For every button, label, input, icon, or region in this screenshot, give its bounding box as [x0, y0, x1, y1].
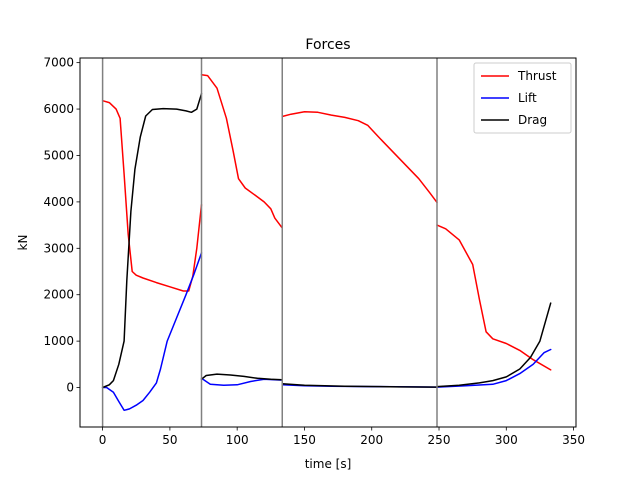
y-tick-label: 6000 [43, 102, 74, 116]
y-tick-label: 3000 [43, 241, 74, 255]
legend-label-drag: Drag [518, 113, 547, 127]
y-axis-ticks: 0 1000 2000 3000 4000 5000 6000 7000 [43, 56, 80, 395]
series-line-drag-segment-4 [436, 302, 552, 388]
series-line-lift-segment-1 [101, 252, 203, 412]
x-tick-label: 250 [428, 433, 451, 447]
series-line-drag-segment-3 [281, 383, 438, 388]
x-tick-label: 100 [226, 433, 249, 447]
series-line-thrust-segment-4 [436, 224, 552, 371]
x-axis-label: time [s] [305, 457, 352, 471]
y-tick-label: 4000 [43, 195, 74, 209]
x-tick-label: 300 [495, 433, 518, 447]
x-tick-label: 150 [293, 433, 316, 447]
y-tick-label: 1000 [43, 334, 74, 348]
x-tick-label: 350 [562, 433, 585, 447]
x-axis-ticks: 0 50 100 150 200 250 300 350 [99, 427, 585, 447]
series-line-drag-segment-2 [200, 373, 283, 381]
series-line-drag-segment-1 [101, 92, 203, 389]
legend: Thrust Lift Drag [473, 62, 572, 134]
chart-title: Forces [305, 37, 350, 53]
y-tick-label: 0 [66, 381, 74, 395]
legend-label-lift: Lift [518, 91, 537, 105]
legend-label-thrust: Thrust [517, 69, 557, 83]
series-line-thrust-segment-3 [281, 111, 438, 204]
legend-box [473, 62, 572, 134]
y-axis-label: kN [16, 235, 30, 251]
plot-lines [101, 73, 552, 412]
x-tick-label: 50 [162, 433, 177, 447]
segment-dividers [101, 58, 438, 427]
x-tick-label: 200 [360, 433, 383, 447]
x-tick-label: 0 [99, 433, 107, 447]
plot-frame [79, 57, 577, 428]
y-tick-label: 2000 [43, 288, 74, 302]
y-tick-label: 7000 [43, 56, 74, 70]
y-tick-label: 5000 [43, 148, 74, 162]
series-line-thrust-segment-2 [200, 73, 283, 229]
series-line-lift-segment-4 [436, 348, 552, 388]
